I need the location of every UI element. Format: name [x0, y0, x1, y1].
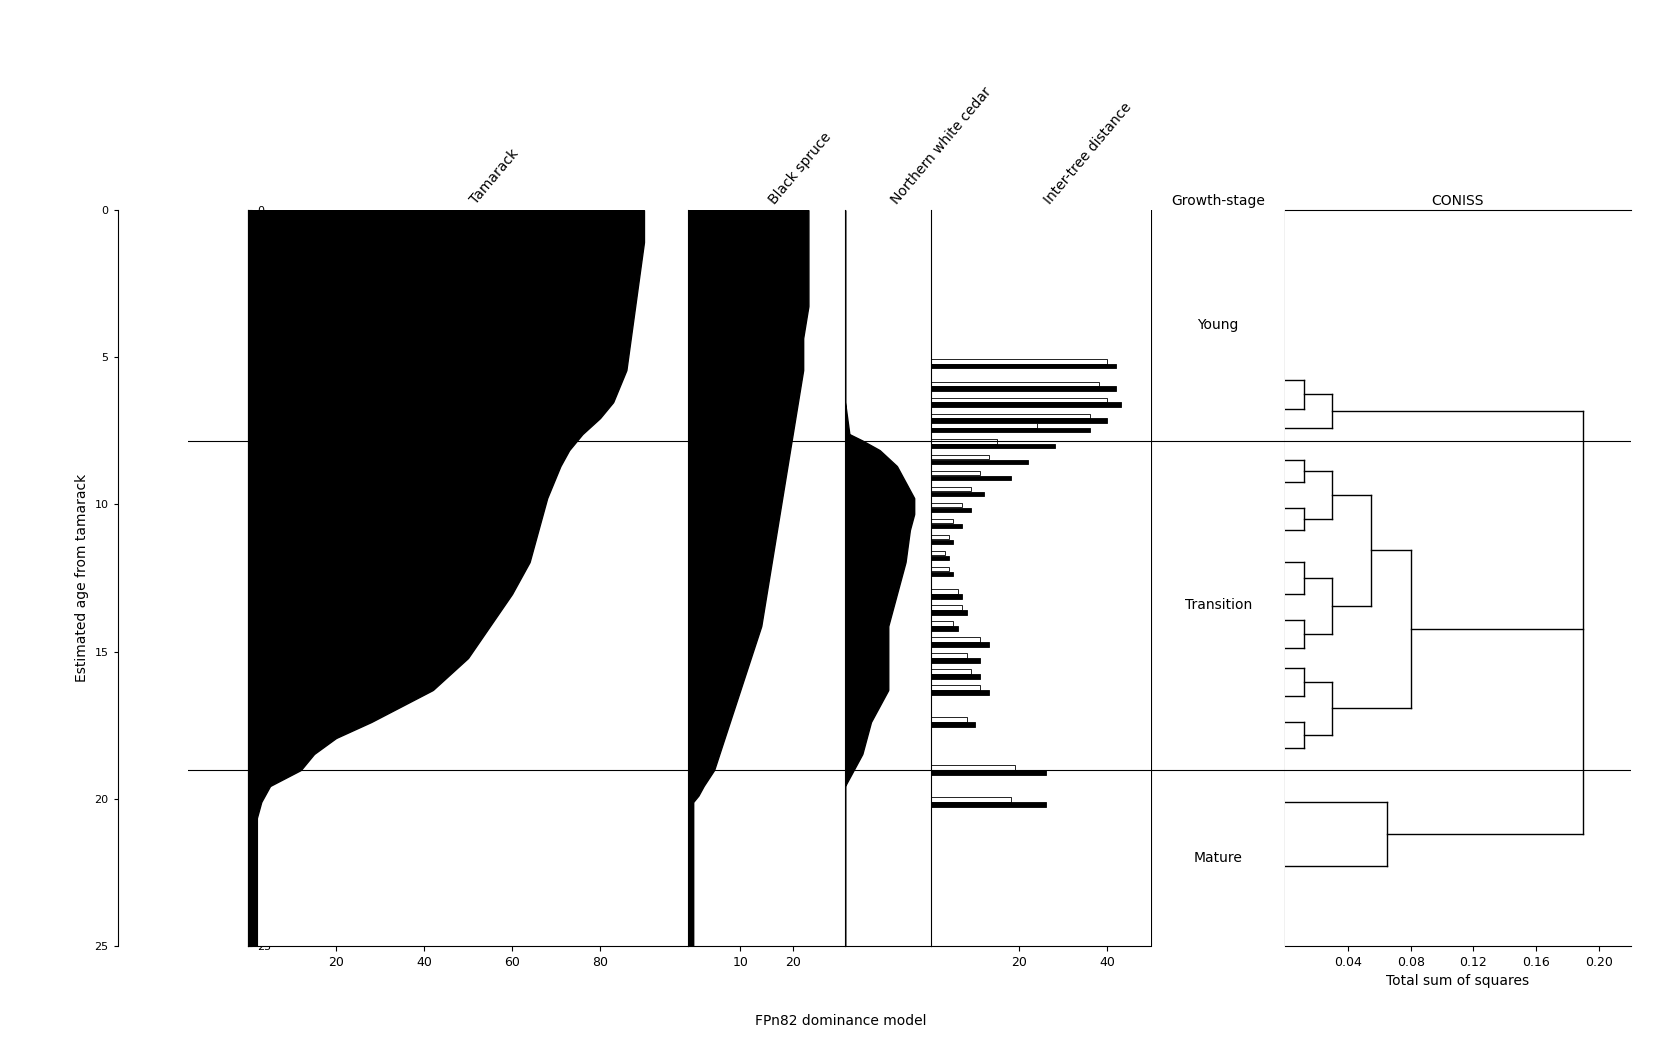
- Bar: [931, 471, 979, 475]
- Y-axis label: Estimated age from tamarack: Estimated age from tamarack: [76, 474, 89, 682]
- Title: Growth-stage: Growth-stage: [1171, 193, 1265, 208]
- Title: Northern white cedar: Northern white cedar: [887, 85, 993, 207]
- Title: CONISS: CONISS: [1431, 193, 1483, 208]
- Text: FPn82 dominance model: FPn82 dominance model: [754, 1014, 926, 1028]
- Text: Young: Young: [1196, 318, 1238, 332]
- Bar: [931, 439, 996, 444]
- Bar: [931, 519, 953, 523]
- Bar: [931, 590, 958, 594]
- Bar: [931, 551, 944, 556]
- Title: Black spruce: Black spruce: [766, 130, 833, 207]
- Bar: [931, 359, 1107, 364]
- Bar: [931, 540, 953, 544]
- Bar: [931, 413, 1089, 418]
- Bar: [931, 418, 1107, 423]
- Bar: [931, 556, 949, 560]
- Bar: [931, 605, 961, 610]
- Text: Mature: Mature: [1193, 851, 1242, 865]
- Title: Inter-tree distance: Inter-tree distance: [1042, 101, 1134, 207]
- Bar: [931, 503, 961, 508]
- Bar: [931, 387, 1116, 391]
- Bar: [931, 718, 966, 722]
- Bar: [931, 424, 1037, 428]
- Bar: [931, 397, 1107, 401]
- Bar: [931, 508, 971, 512]
- Title: Tamarack: Tamarack: [467, 147, 521, 207]
- Bar: [931, 523, 961, 529]
- Bar: [931, 492, 984, 496]
- Bar: [931, 382, 1099, 386]
- Bar: [931, 642, 988, 646]
- Bar: [931, 621, 953, 625]
- Bar: [931, 568, 949, 572]
- Bar: [931, 674, 979, 679]
- Bar: [931, 535, 949, 539]
- Text: Transition: Transition: [1184, 598, 1252, 613]
- Bar: [931, 658, 979, 662]
- Bar: [931, 611, 966, 615]
- Bar: [931, 669, 971, 674]
- Bar: [931, 572, 953, 576]
- Bar: [931, 765, 1015, 769]
- Bar: [931, 770, 1045, 775]
- Bar: [931, 722, 974, 726]
- Bar: [931, 403, 1121, 407]
- Bar: [931, 444, 1053, 449]
- Bar: [931, 691, 988, 695]
- Bar: [931, 476, 1010, 480]
- Y-axis label: Diameter class (inches): Diameter class (inches): [276, 504, 287, 652]
- Bar: [931, 798, 1010, 802]
- Bar: [931, 487, 971, 492]
- Bar: [931, 364, 1116, 368]
- Bar: [931, 594, 961, 599]
- Bar: [931, 802, 1045, 806]
- Bar: [931, 626, 958, 631]
- Bar: [931, 455, 988, 459]
- X-axis label: Total sum of squares: Total sum of squares: [1386, 974, 1529, 988]
- Bar: [931, 685, 979, 689]
- Bar: [931, 460, 1028, 465]
- Bar: [931, 637, 979, 642]
- Bar: [931, 654, 966, 658]
- Bar: [931, 428, 1089, 432]
